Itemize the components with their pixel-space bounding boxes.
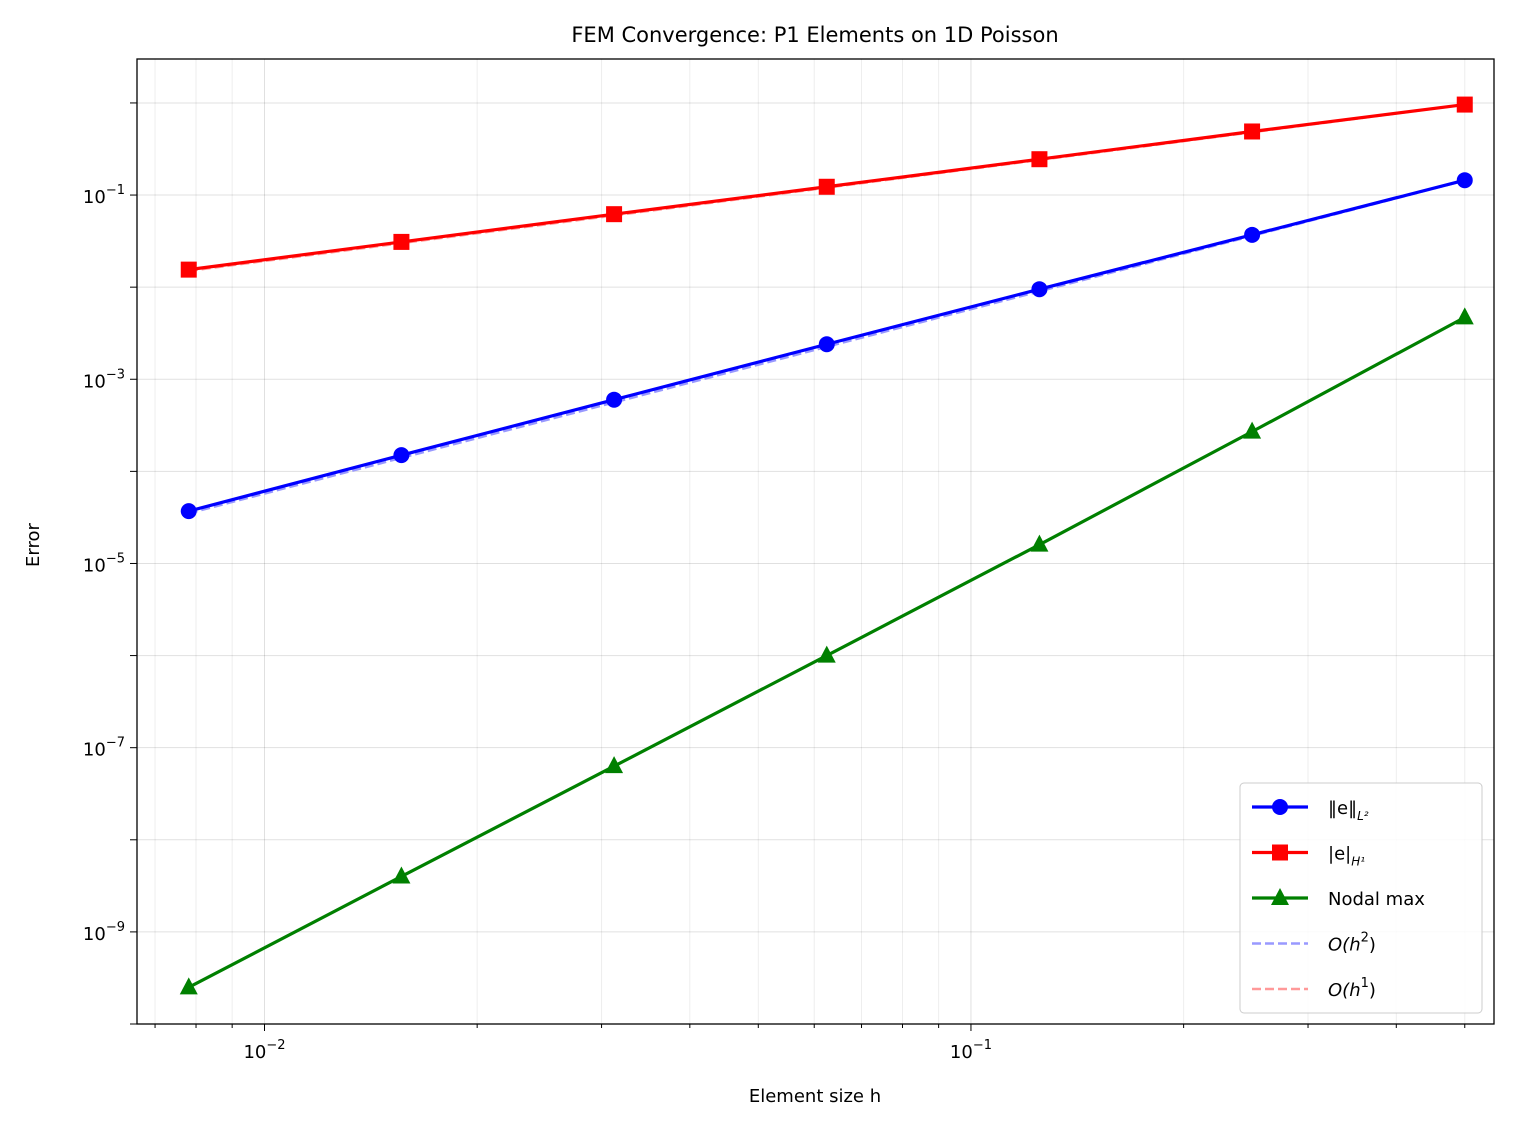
data-point-nodal [179,977,198,995]
legend-label-l2: ‖e‖L² [1328,798,1369,823]
legend-marker-l2 [1272,799,1288,815]
data-point-l2 [818,336,835,353]
x-axis-label: Element size h [749,1086,881,1107]
legend-label-ref2: O(h2) [1328,931,1376,956]
data-point-nodal [605,756,624,774]
legend-marker-h1 [1272,844,1288,861]
data-point-h1 [1031,151,1048,168]
plot-frame [136,58,1495,1025]
data-point-nodal [392,866,411,884]
x-tick-label: 10−1 [950,1038,992,1063]
y-tick-label: 10−9 [83,920,125,945]
legend-box [1239,782,1483,1014]
data-point-h1 [393,233,410,250]
y-tick-label: 10−3 [83,367,125,392]
y-axis-label: Error [23,522,44,566]
data-point-h1 [606,206,623,223]
data-point-l2 [180,503,197,520]
legend-label-ref1: O(h1) [1328,976,1376,1001]
data-point-h1 [818,178,835,195]
x-tick-label: 10−2 [243,1038,285,1063]
legend: ‖e‖L² |e|H¹ Nodal max O(h2) O(h1) [1239,782,1483,1014]
data-point-h1 [180,261,197,278]
y-tick-label: 10−7 [83,736,125,761]
series-h1 [180,96,1473,278]
legend-label-nodal: Nodal max [1328,889,1425,910]
y-tick-label: 10−5 [83,551,125,576]
series-layer [179,96,1474,995]
series-l2 [180,172,1473,520]
data-point-nodal [1455,307,1474,325]
chart-title: FEM Convergence: P1 Elements on 1D Poiss… [571,23,1058,47]
y-tick-label: 10−1 [83,183,125,208]
legend-label-h1: |e|H¹ [1328,844,1365,869]
data-point-h1 [1456,96,1473,113]
data-point-l2 [393,447,410,464]
grid-lines [137,59,1494,1025]
data-point-l2 [1031,281,1048,298]
data-point-h1 [1244,123,1261,140]
legend-marker-nodal [1271,888,1289,905]
data-point-nodal [1030,534,1049,552]
data-point-l2 [606,391,623,408]
data-point-nodal [1243,421,1262,439]
axis-ticks: 10−2 10−1 10−9 10−7 10−5 10−3 10−1 [83,102,1466,1063]
data-point-l2 [1456,172,1473,189]
data-point-l2 [1244,226,1261,243]
series-nodal [179,307,1474,995]
data-point-nodal [817,645,836,663]
